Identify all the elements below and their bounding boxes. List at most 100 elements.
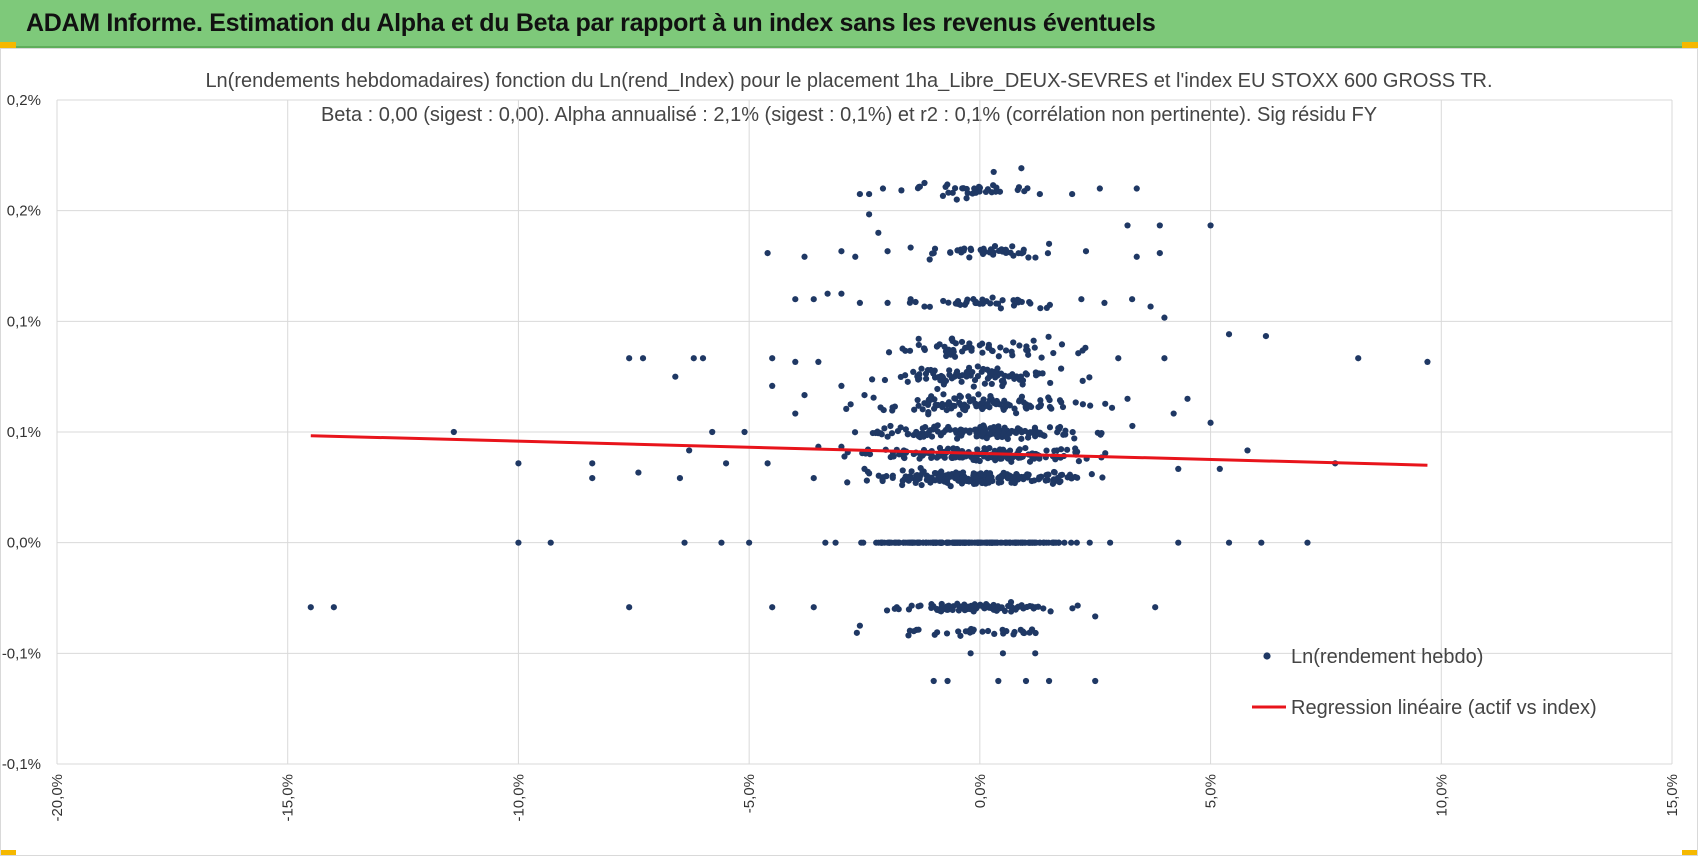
data-point xyxy=(970,470,977,477)
data-point xyxy=(996,401,1003,408)
data-point xyxy=(965,393,972,400)
data-point xyxy=(964,296,971,303)
data-point xyxy=(863,477,870,484)
data-point xyxy=(1161,355,1168,362)
data-point xyxy=(1010,252,1017,259)
data-point xyxy=(1036,431,1044,438)
data-point xyxy=(866,211,873,218)
data-point xyxy=(626,355,633,362)
data-point xyxy=(999,297,1006,304)
data-point xyxy=(988,189,995,196)
data-point xyxy=(844,479,851,486)
data-point xyxy=(877,404,884,411)
data-point xyxy=(979,429,987,436)
data-point xyxy=(1079,377,1086,384)
data-point xyxy=(979,250,987,258)
data-point xyxy=(810,475,817,482)
data-point xyxy=(815,358,822,366)
data-point xyxy=(958,475,966,482)
data-point xyxy=(801,253,808,260)
data-point xyxy=(1036,455,1043,462)
data-point xyxy=(907,475,914,482)
data-point xyxy=(997,455,1004,462)
data-point xyxy=(1069,429,1076,436)
data-point xyxy=(982,188,990,196)
data-point xyxy=(878,539,886,546)
data-point xyxy=(866,190,873,198)
data-point xyxy=(1028,539,1035,546)
data-point xyxy=(792,410,799,417)
data-point xyxy=(1045,333,1052,340)
data-point xyxy=(1170,410,1177,417)
data-point xyxy=(1008,348,1015,355)
data-point xyxy=(1072,449,1079,456)
data-point xyxy=(978,368,985,375)
data-point xyxy=(1038,354,1045,361)
data-point xyxy=(1102,450,1109,457)
corner-marker-bottom-right xyxy=(1682,850,1698,856)
data-point xyxy=(935,452,942,459)
data-point xyxy=(1073,539,1080,546)
data-point xyxy=(879,185,887,192)
data-point xyxy=(1016,342,1023,349)
data-point xyxy=(1036,190,1043,198)
data-point xyxy=(957,539,964,546)
data-point xyxy=(1000,630,1007,637)
data-point xyxy=(898,187,905,194)
x-tick-label: 10,0% xyxy=(1433,774,1450,817)
data-point xyxy=(832,539,839,546)
data-point xyxy=(1020,246,1027,253)
data-point xyxy=(977,470,984,477)
data-point xyxy=(681,539,688,546)
data-point xyxy=(1207,222,1214,229)
data-point xyxy=(1044,250,1052,257)
data-point xyxy=(969,539,976,546)
data-point xyxy=(918,365,925,372)
data-point xyxy=(904,378,911,385)
data-point xyxy=(924,401,932,409)
data-point xyxy=(964,190,971,197)
data-point xyxy=(843,405,850,412)
data-point xyxy=(450,428,457,436)
data-point xyxy=(930,677,937,685)
data-point xyxy=(956,399,963,406)
data-point xyxy=(676,475,684,482)
data-point xyxy=(1045,471,1052,478)
data-point xyxy=(1058,446,1065,453)
data-point xyxy=(718,539,725,546)
data-point xyxy=(997,305,1004,312)
data-point xyxy=(925,411,932,418)
data-point xyxy=(899,467,906,474)
regression-line-group xyxy=(310,434,1428,467)
data-point xyxy=(1046,301,1053,308)
data-point xyxy=(902,473,909,480)
data-point xyxy=(983,435,990,442)
data-point xyxy=(952,454,959,461)
data-point xyxy=(887,422,894,430)
data-point xyxy=(915,341,922,349)
data-point xyxy=(1024,185,1031,192)
data-point xyxy=(1030,337,1037,344)
data-point xyxy=(810,604,817,611)
data-point xyxy=(894,427,902,435)
data-point xyxy=(954,435,961,442)
data-point xyxy=(672,373,679,380)
data-point xyxy=(954,475,961,483)
data-point xyxy=(853,629,860,636)
data-point xyxy=(1002,347,1010,354)
data-point xyxy=(945,299,952,306)
data-point xyxy=(943,539,950,546)
x-tick-label: -20,0% xyxy=(49,774,66,822)
data-point xyxy=(958,378,965,385)
x-tick-label: 5,0% xyxy=(1203,774,1220,808)
data-point xyxy=(884,248,891,255)
data-point xyxy=(1025,351,1032,358)
data-point xyxy=(956,411,963,418)
data-point xyxy=(947,249,954,256)
data-point xyxy=(970,383,977,390)
data-point xyxy=(950,539,958,546)
data-point xyxy=(919,406,926,413)
axes: -0,1% -0,1% 0,0% 0,1% 0,1% 0,2% 0,2% -20,0% -15,… xyxy=(2,92,1681,822)
data-point xyxy=(746,539,753,546)
data-point xyxy=(911,406,918,413)
